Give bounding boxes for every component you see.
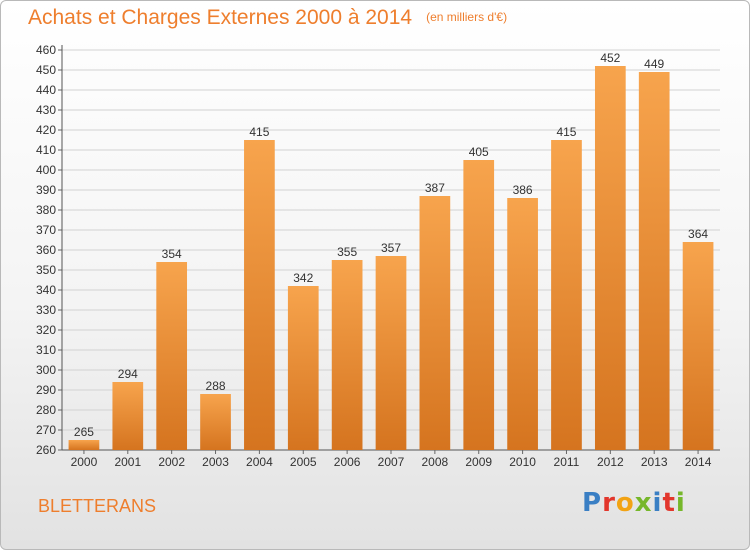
proxiti-logo: Proxiti [582, 488, 686, 518]
chart-unit-note: (en milliers d'€) [426, 10, 508, 24]
y-tick-label: 370 [36, 223, 56, 237]
x-tick-label: 2004 [246, 455, 273, 469]
y-tick-label: 330 [36, 303, 56, 317]
logo-letter: P [582, 488, 603, 518]
data-label: 452 [600, 51, 620, 65]
y-tick-label: 410 [36, 143, 56, 157]
data-label: 355 [337, 245, 357, 259]
bar [682, 242, 714, 450]
y-tick-label: 300 [36, 363, 56, 377]
logo-letter: x [634, 488, 653, 518]
x-tick-label: 2012 [597, 455, 624, 469]
data-label: 288 [206, 379, 226, 393]
data-label: 386 [513, 183, 533, 197]
y-tick-label: 460 [36, 43, 56, 57]
x-tick-label: 2007 [378, 455, 405, 469]
y-tick-label: 420 [36, 123, 56, 137]
bar [419, 196, 451, 450]
data-label: 449 [644, 57, 664, 71]
y-tick-label: 340 [36, 283, 56, 297]
bar [375, 256, 407, 450]
x-tick-label: 2000 [71, 455, 98, 469]
y-tick-label: 290 [36, 383, 56, 397]
y-tick-label: 310 [36, 343, 56, 357]
bar [638, 72, 670, 450]
logo-letter: i [652, 488, 663, 518]
y-tick-label: 260 [36, 443, 56, 457]
bar [200, 394, 231, 450]
y-tick-label: 270 [36, 423, 56, 437]
bar [594, 66, 626, 450]
x-tick-label: 2001 [114, 455, 141, 469]
logo-letter: t [662, 488, 676, 518]
x-tick-label: 2010 [509, 455, 536, 469]
x-tick-label: 2005 [290, 455, 317, 469]
bar [68, 440, 100, 450]
data-label: 265 [74, 425, 94, 439]
x-tick-label: 2003 [202, 455, 229, 469]
x-tick-label: 2014 [685, 455, 712, 469]
y-tick-label: 400 [36, 163, 56, 177]
bar [156, 262, 188, 450]
bar [244, 140, 275, 450]
x-tick-label: 2013 [641, 455, 668, 469]
logo-letter: r [602, 488, 616, 518]
x-tick-label: 2006 [334, 455, 361, 469]
bar [112, 382, 144, 450]
y-tick-label: 380 [36, 203, 56, 217]
logo-letter: o [615, 488, 635, 518]
bar [287, 286, 319, 450]
bar [463, 160, 495, 450]
x-tick-label: 2009 [465, 455, 492, 469]
bar [551, 140, 582, 450]
y-tick-label: 390 [36, 183, 56, 197]
data-label: 294 [118, 367, 138, 381]
location-label: BLETTERANS [38, 496, 157, 516]
data-label: 364 [688, 227, 708, 241]
data-label: 405 [469, 145, 489, 159]
y-tick-label: 350 [36, 263, 56, 277]
x-tick-label: 2002 [158, 455, 185, 469]
data-label: 415 [556, 125, 576, 139]
y-tick-label: 430 [36, 103, 56, 117]
y-tick-label: 320 [36, 323, 56, 337]
data-label: 342 [293, 271, 313, 285]
data-label: 387 [425, 181, 445, 195]
y-tick-label: 280 [36, 403, 56, 417]
x-tick-label: 2008 [422, 455, 449, 469]
data-label: 354 [162, 247, 182, 261]
x-tick-label: 2011 [554, 455, 580, 469]
chart-title-text: Achats et Charges Externes 2000 à 2014 [28, 6, 413, 29]
y-tick-label: 440 [36, 83, 56, 97]
bar [507, 198, 538, 450]
chart-title: Achats et Charges Externes 2000 à 2014 (e… [28, 6, 507, 30]
bar [331, 260, 363, 450]
data-label: 415 [249, 125, 269, 139]
y-tick-label: 450 [36, 63, 56, 77]
logo-letter: i [675, 488, 686, 518]
y-tick-label: 360 [36, 243, 56, 257]
data-label: 357 [381, 241, 401, 255]
